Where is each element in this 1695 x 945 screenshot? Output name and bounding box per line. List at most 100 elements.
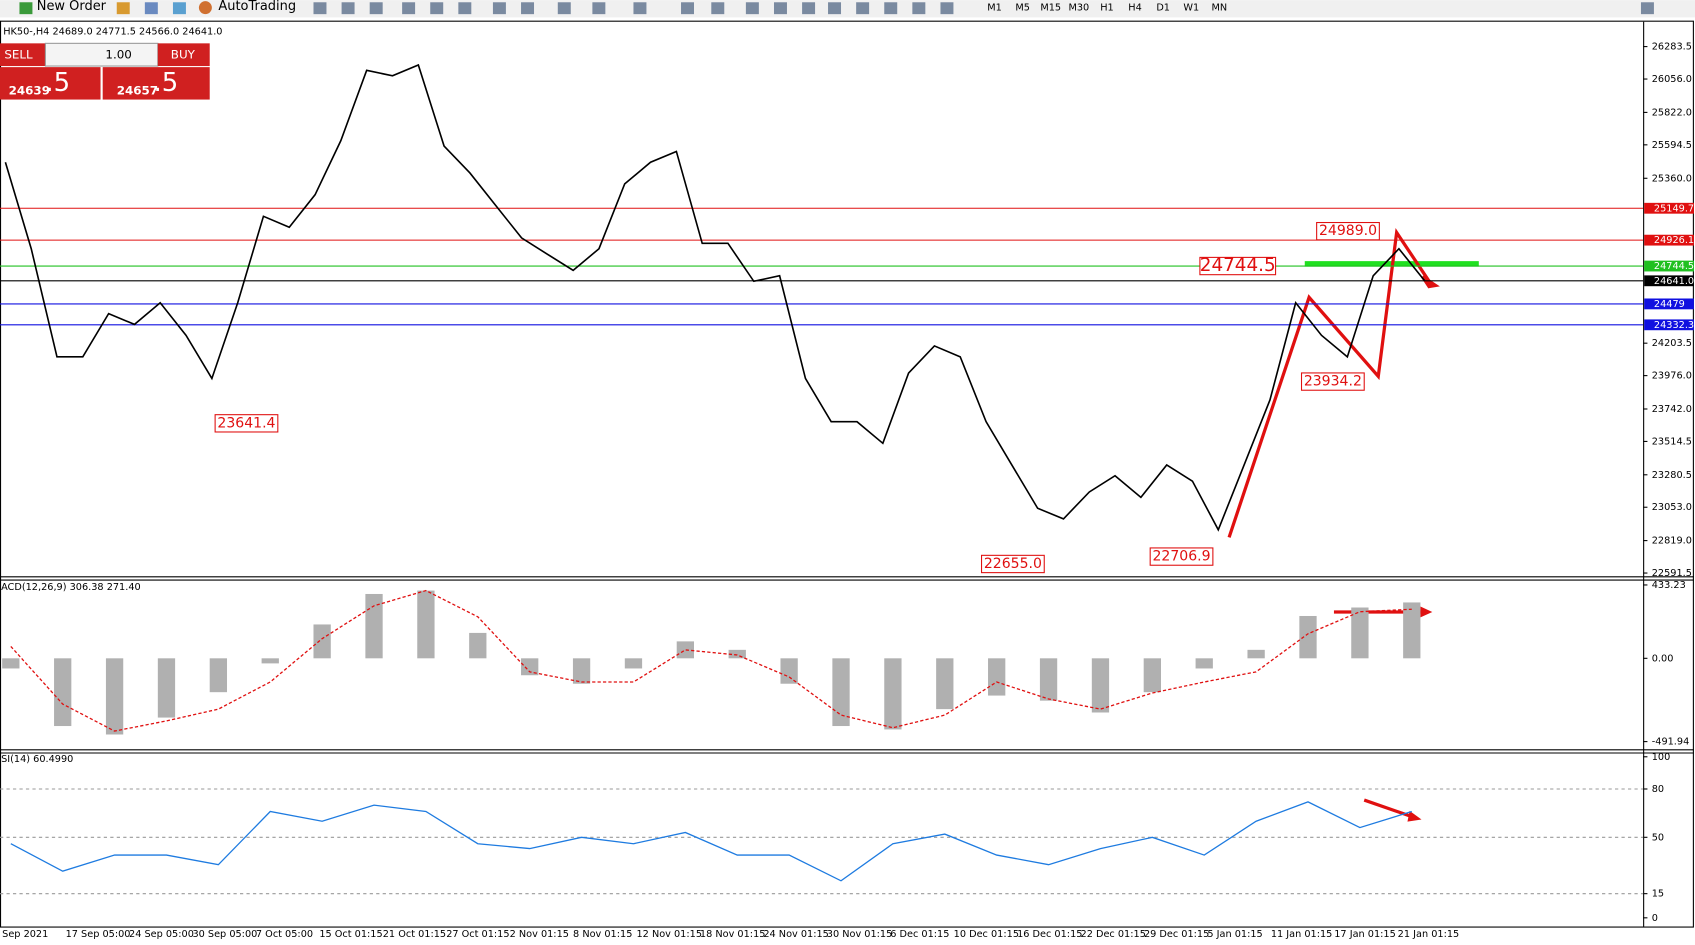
price-annotation-box <box>981 554 1045 574</box>
ask-box[interactable] <box>102 67 210 100</box>
y-tick-label: 26283.5 <box>1652 42 1692 53</box>
timeframe-button[interactable]: H1 <box>1100 3 1114 14</box>
timeframe-button[interactable]: M30 <box>1068 3 1089 14</box>
time-label: 10 Dec 01:15 <box>954 929 1019 940</box>
y-tick-label: 22819.0 <box>1652 536 1692 547</box>
macd-bar <box>54 658 72 727</box>
y-tick-label: 23280.5 <box>1652 470 1692 481</box>
macd-bar <box>572 658 591 684</box>
autotrading-icon[interactable] <box>198 1 212 15</box>
macd-bar <box>1091 658 1110 713</box>
tool-icon[interactable] <box>745 2 759 15</box>
y-tick-label: -491.94 <box>1652 737 1690 748</box>
new-order-button[interactable]: New Order <box>37 0 107 14</box>
macd-bar <box>1351 607 1369 659</box>
lot-value[interactable]: 1.00 <box>105 48 131 62</box>
y-tick-label: 0 <box>1652 913 1658 924</box>
y-tick-label: 26056.0 <box>1652 74 1692 85</box>
buy-label[interactable]: BUY <box>171 48 196 62</box>
tool-icon[interactable] <box>341 2 355 15</box>
sell-button[interactable] <box>0 43 46 67</box>
toolbar-icon[interactable] <box>116 2 130 15</box>
timeframe-button[interactable]: W1 <box>1183 3 1199 14</box>
time-label: 29 Dec 01:15 <box>1144 929 1209 940</box>
sell-label[interactable]: SELL <box>4 48 33 62</box>
timeframe-button[interactable]: M15 <box>1040 3 1061 14</box>
macd-bar <box>936 658 954 710</box>
tool-icon[interactable] <box>430 2 444 15</box>
time-label: 30 Nov 01:15 <box>827 929 893 940</box>
tool-icon[interactable] <box>313 2 327 15</box>
time-label: 6 Dec 01:15 <box>890 929 949 940</box>
tool-icon[interactable] <box>592 2 606 15</box>
price-annotation: 23934.2 <box>1304 374 1362 390</box>
tool-icon[interactable] <box>940 2 954 15</box>
tool-icon[interactable] <box>884 2 898 15</box>
price-line <box>10 801 1412 882</box>
tool-icons <box>313 2 1654 15</box>
macd-bar <box>417 590 435 659</box>
y-tick-label: 433.23 <box>1652 580 1686 591</box>
new-order-icon[interactable] <box>19 2 33 15</box>
timeframe-button[interactable]: M1 <box>987 3 1002 14</box>
time-label: 2 Nov 01:15 <box>510 929 569 940</box>
macd-bar <box>676 641 694 659</box>
timeframe-button[interactable]: H4 <box>1128 3 1142 14</box>
lot-input[interactable] <box>44 42 159 67</box>
y-tick-label: 15 <box>1652 889 1664 900</box>
price-level-box <box>1644 275 1694 287</box>
macd-bar <box>1247 649 1265 659</box>
time-label: 12 Nov 01:15 <box>636 929 702 940</box>
timeframe-button[interactable]: D1 <box>1156 3 1170 14</box>
macd-bar <box>1195 658 1213 669</box>
tool-icon[interactable] <box>681 2 694 15</box>
bid-box[interactable] <box>0 67 101 100</box>
tool-icon[interactable] <box>402 2 416 15</box>
price-annotation: 24744.5 <box>1200 255 1276 276</box>
tool-icon[interactable] <box>521 2 535 15</box>
toolbar-icon[interactable] <box>172 2 186 15</box>
tool-icon[interactable] <box>711 2 725 15</box>
time-label: 22 Dec 01:15 <box>1081 929 1146 940</box>
macd-bar <box>624 658 643 669</box>
tool-icon[interactable] <box>458 2 472 15</box>
macd-header: ACD(12,26,9) 306.38 271.40 <box>1 582 141 593</box>
time-label: 17 Jan 01:15 <box>1334 929 1396 940</box>
price-level-label: 24332.3 <box>1654 320 1694 331</box>
tool-icon[interactable] <box>773 2 787 15</box>
timeframe-button[interactable]: MN <box>1212 3 1228 14</box>
tool-icon[interactable] <box>912 2 926 15</box>
toolbar <box>0 0 1695 18</box>
tool-icon[interactable] <box>369 2 383 15</box>
y-tick-label: 50 <box>1652 832 1664 843</box>
buy-button[interactable] <box>157 43 210 67</box>
timeframe-button[interactable]: M5 <box>1015 3 1030 14</box>
price-level-label: 24744.5 <box>1654 261 1694 272</box>
y-tick-label: 23742.0 <box>1652 404 1692 415</box>
time-label: Sep 2021 <box>2 929 48 940</box>
price-level-box <box>1644 298 1694 310</box>
macd-bar <box>2 658 20 669</box>
tool-icon[interactable] <box>557 2 571 15</box>
y-tick-label: 23976.0 <box>1652 371 1692 382</box>
macd-bar <box>1143 658 1161 693</box>
time-label: 11 Jan 01:15 <box>1271 929 1333 940</box>
ask-price: 24657 <box>117 83 158 97</box>
tool-icon[interactable] <box>802 2 816 15</box>
macd-signal <box>10 589 1412 732</box>
autotrading-button[interactable]: AutoTrading <box>218 0 296 14</box>
tool-icon[interactable] <box>633 2 647 15</box>
price-annotation-box <box>1199 256 1277 276</box>
time-label: 5 Jan 01:15 <box>1207 929 1262 940</box>
tool-icon[interactable] <box>856 2 870 15</box>
macd-bar <box>988 658 1006 696</box>
symbol-header: HK50-,H4 24689.0 24771.5 24566.0 24641.0 <box>3 26 222 37</box>
toolbar-icon[interactable] <box>144 2 158 15</box>
tool-icon[interactable] <box>492 2 506 15</box>
time-label: 16 Dec 01:15 <box>1017 929 1082 940</box>
price-level-label: 24479 <box>1654 299 1685 310</box>
search-icon[interactable] <box>1640 2 1654 15</box>
macd-bar <box>261 658 279 664</box>
tool-icon[interactable] <box>828 2 842 15</box>
